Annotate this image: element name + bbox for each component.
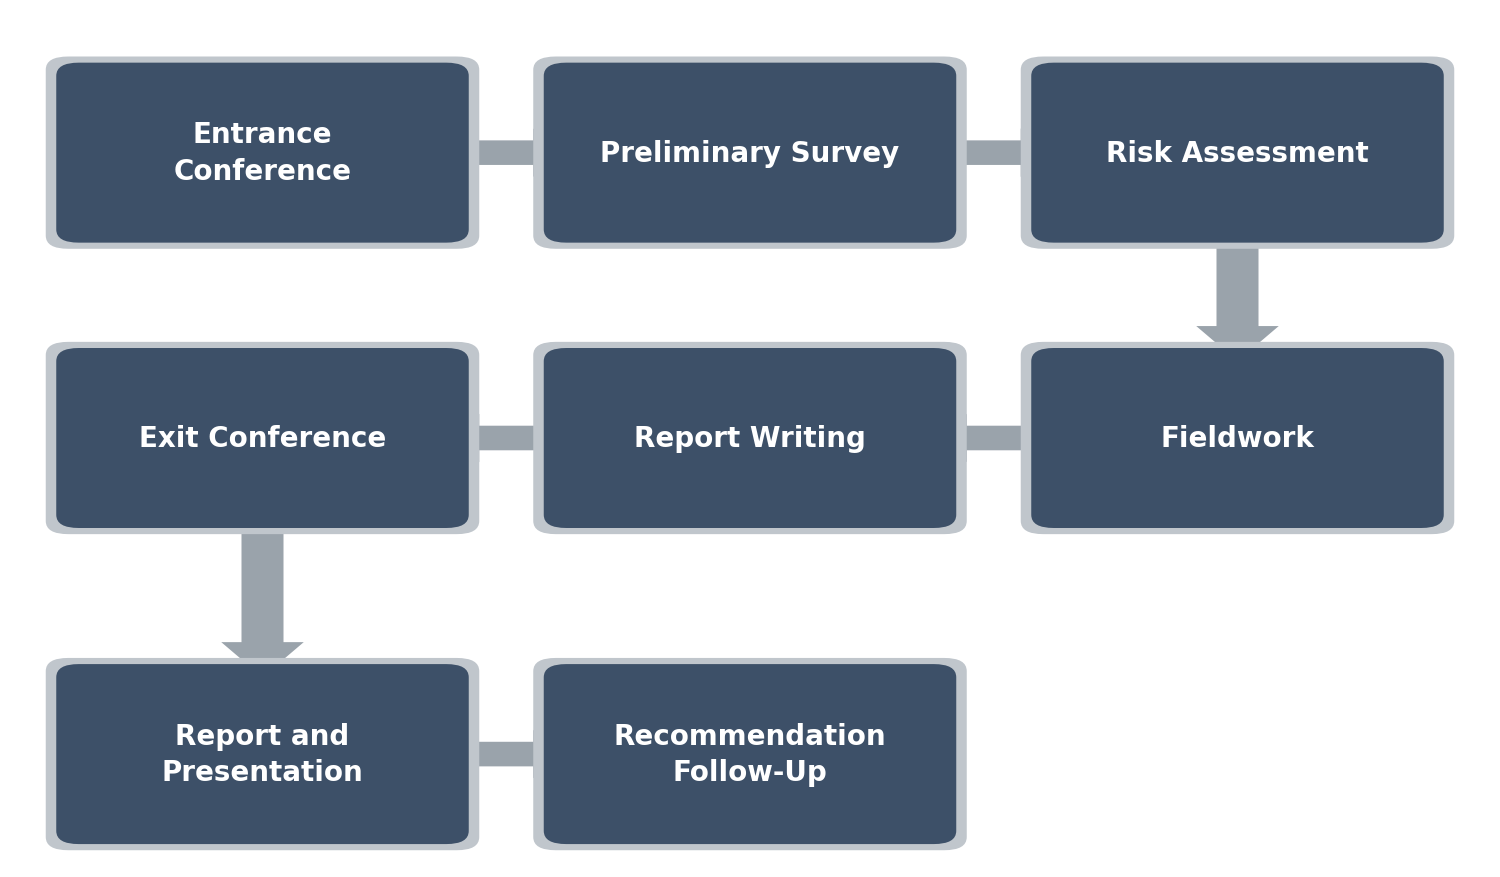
FancyBboxPatch shape xyxy=(534,658,968,851)
Text: Preliminary Survey: Preliminary Survey xyxy=(600,139,900,168)
FancyBboxPatch shape xyxy=(534,58,968,250)
FancyBboxPatch shape xyxy=(56,64,468,243)
Polygon shape xyxy=(447,730,567,779)
FancyBboxPatch shape xyxy=(45,58,480,250)
Text: Entrance
Conference: Entrance Conference xyxy=(174,121,351,186)
Polygon shape xyxy=(1197,231,1278,361)
FancyBboxPatch shape xyxy=(56,349,468,528)
Polygon shape xyxy=(222,515,303,677)
FancyBboxPatch shape xyxy=(45,343,480,535)
Text: Report and
Presentation: Report and Presentation xyxy=(162,722,363,787)
FancyBboxPatch shape xyxy=(543,665,957,844)
Text: Report Writing: Report Writing xyxy=(634,424,866,453)
FancyBboxPatch shape xyxy=(1030,64,1443,243)
FancyBboxPatch shape xyxy=(543,349,957,528)
FancyBboxPatch shape xyxy=(543,64,957,243)
Text: Recommendation
Follow-Up: Recommendation Follow-Up xyxy=(614,722,886,787)
Text: Risk Assessment: Risk Assessment xyxy=(1106,139,1370,168)
FancyBboxPatch shape xyxy=(45,658,480,851)
Polygon shape xyxy=(933,129,1053,177)
FancyBboxPatch shape xyxy=(1030,349,1443,528)
FancyBboxPatch shape xyxy=(1020,343,1454,535)
FancyBboxPatch shape xyxy=(1020,58,1454,250)
Polygon shape xyxy=(447,129,567,177)
FancyBboxPatch shape xyxy=(534,343,968,535)
Text: Fieldwork: Fieldwork xyxy=(1161,424,1314,453)
Polygon shape xyxy=(447,415,567,463)
Polygon shape xyxy=(933,415,1053,463)
Text: Exit Conference: Exit Conference xyxy=(140,424,386,453)
FancyBboxPatch shape xyxy=(56,665,468,844)
